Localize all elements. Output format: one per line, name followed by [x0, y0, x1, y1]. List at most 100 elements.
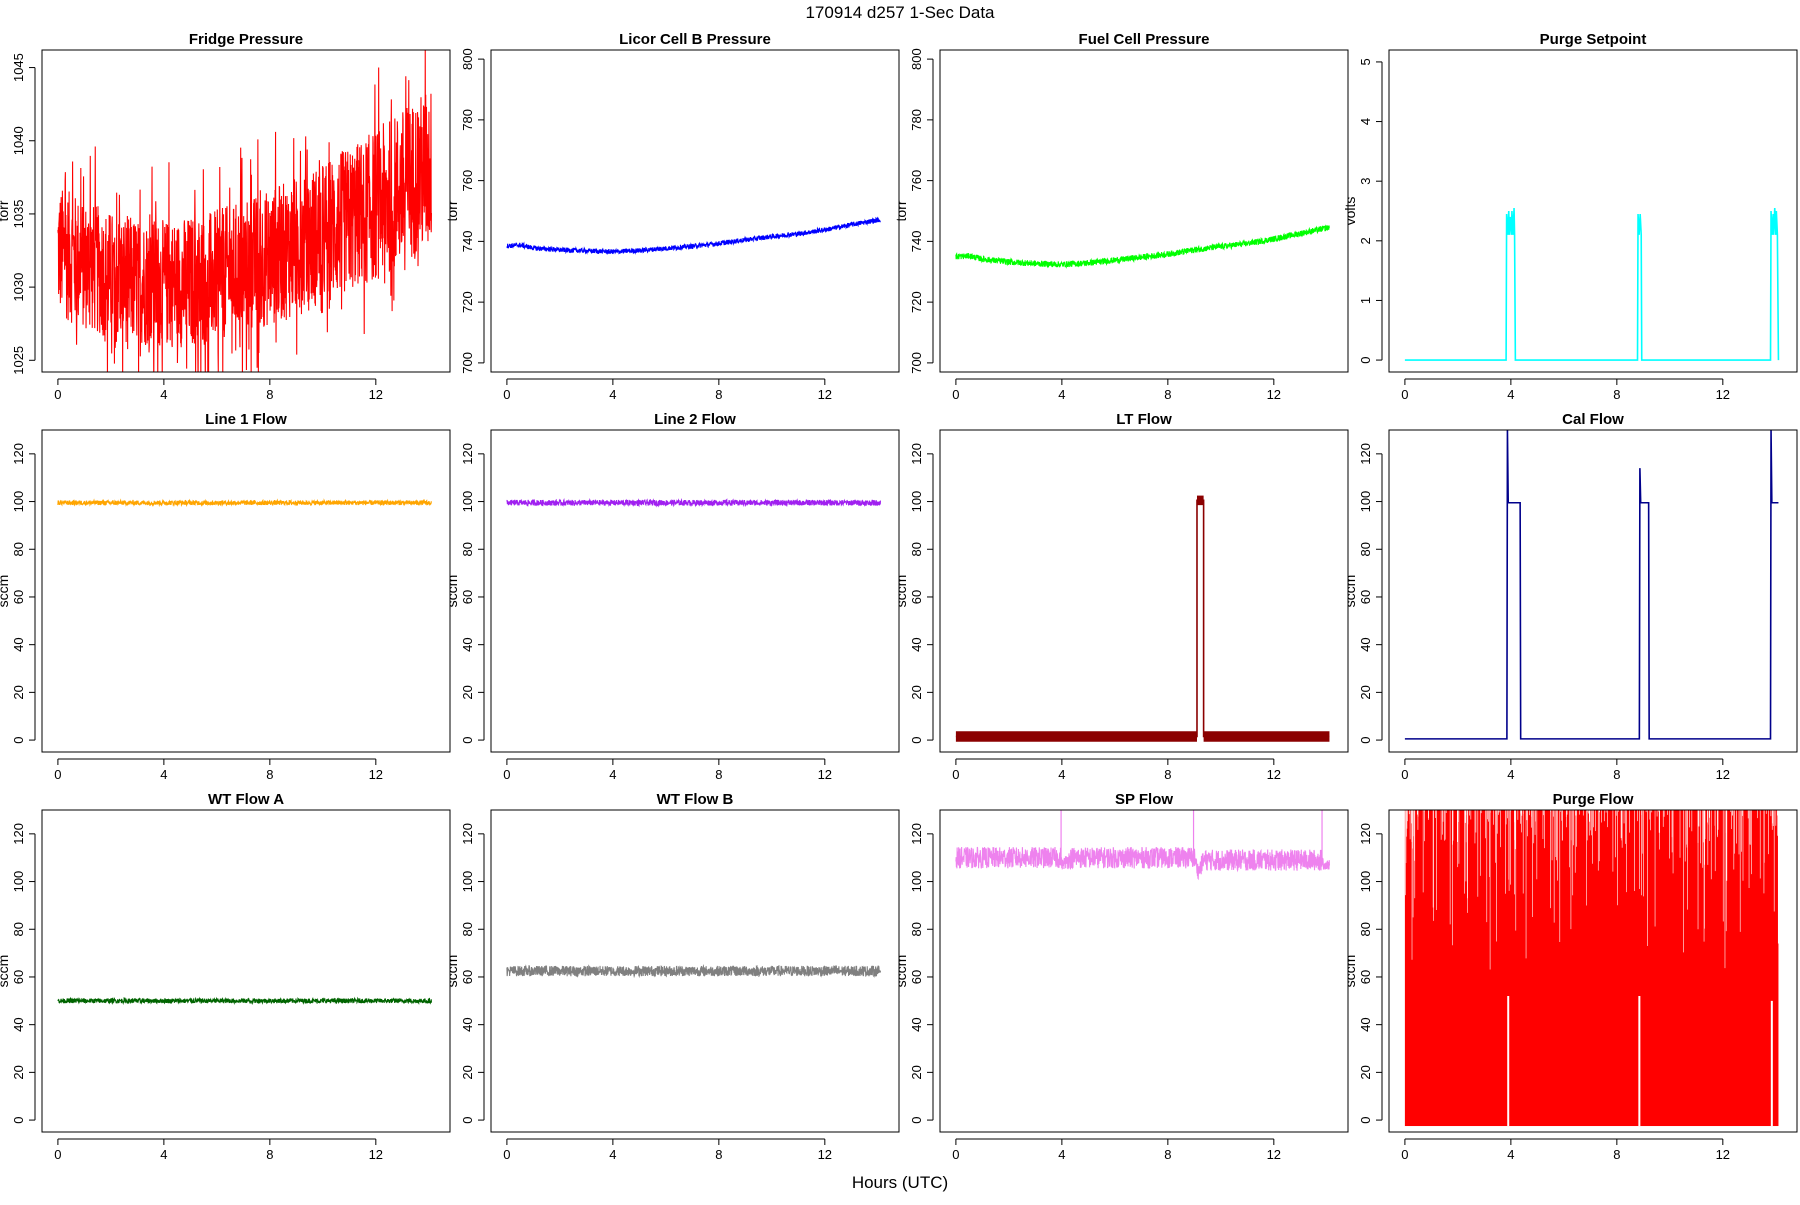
chart-8-x-axis: 0 4 8 12: [1401, 758, 1730, 782]
chart-7-y-tick-label: 120: [909, 443, 924, 465]
chart-2-series-line: [506, 216, 881, 256]
chart-2-frame: [490, 49, 900, 373]
chart-6-x-tick-label: 8: [715, 767, 722, 782]
chart-11-x-tick-label: 4: [1058, 1147, 1065, 1162]
chart-6-ylabel: sccm: [444, 575, 460, 608]
chart-7-title: LT Flow: [1116, 411, 1172, 428]
chart-1-y-axis: 1025 1030 1035 1040 1045: [11, 53, 36, 375]
chart-6-y-axis: 0 20 40 60 80 100 120: [460, 443, 485, 744]
chart-3-y-tick-label: 780: [909, 109, 924, 131]
chart-6-title: Line 2 Flow: [654, 411, 736, 428]
chart-1: Fridge Pressure torr 0 4 8 12 1025 1030 1035 1040…: [0, 31, 451, 402]
chart-11-y-tick-label: 20: [909, 1065, 924, 1079]
chart-10-y-tick-label: 100: [460, 871, 475, 893]
chart-4-series-line: [1404, 207, 1780, 361]
chart-2-y-tick-label: 800: [460, 48, 475, 70]
chart-12-y-tick-label: 40: [1358, 1017, 1373, 1031]
chart-9-y-tick-label: 0: [11, 1116, 26, 1123]
chart-5-x-axis: 0 4 8 12: [54, 758, 383, 782]
chart-9-y-tick-label: 40: [11, 1017, 26, 1031]
chart-11-y-tick-label: 60: [909, 970, 924, 984]
chart-1-y-tick-label: 1030: [11, 273, 26, 302]
chart-2-y-tick-label: 700: [460, 352, 475, 374]
chart-8-frame: [1388, 429, 1798, 753]
chart-12-y-tick-label: 20: [1358, 1065, 1373, 1079]
chart-2-x-tick-label: 4: [609, 387, 616, 402]
chart-12-y-tick-label: 0: [1358, 1116, 1373, 1123]
chart-10-plot-area: [506, 964, 881, 979]
chart-4-x-tick-label: 0: [1401, 387, 1408, 402]
chart-1-y-tick-label: 1045: [11, 53, 26, 82]
chart-1-ylabel: torr: [0, 200, 11, 221]
chart-4-frame: [1388, 49, 1798, 373]
chart-3-x-tick-label: 8: [1164, 387, 1171, 402]
chart-6-x-tick-label: 0: [503, 767, 510, 782]
chart-8-y-tick-label: 80: [1358, 542, 1373, 556]
chart-10-x-tick-label: 12: [818, 1147, 832, 1162]
chart-11-y-tick-label: 100: [909, 871, 924, 893]
chart-10-title: WT Flow B: [657, 791, 734, 808]
chart-2-y-tick-label: 760: [460, 170, 475, 192]
chart-10-ylabel: sccm: [444, 955, 460, 988]
chart-4-y-tick-label: 2: [1358, 237, 1373, 244]
chart-7-pulse-top: [1196, 495, 1204, 506]
chart-6-y-tick-label: 100: [460, 491, 475, 513]
chart-7-series-line: [955, 499, 1330, 738]
chart-7-x-tick-label: 12: [1267, 767, 1281, 782]
chart-6-y-tick-label: 80: [460, 542, 475, 556]
chart-4-y-tick-label: 0: [1358, 356, 1373, 363]
chart-5-title: Line 1 Flow: [205, 411, 287, 428]
chart-9-x-tick-label: 12: [369, 1147, 383, 1162]
chart-5-series-line: [57, 498, 432, 508]
chart-2-x-axis: 0 4 8 12: [503, 378, 832, 402]
chart-8-title: Cal Flow: [1562, 411, 1624, 428]
chart-2-title: Licor Cell B Pressure: [619, 31, 771, 48]
chart-4-ylabel: volts: [1342, 197, 1358, 226]
chart-11-y-axis: 0 20 40 60 80 100 120: [909, 823, 934, 1124]
chart-12-y-tick-label: 60: [1358, 970, 1373, 984]
chart-11-y-tick-label: 80: [909, 922, 924, 936]
chart-5-x-tick-label: 8: [266, 767, 273, 782]
chart-9-y-tick-label: 60: [11, 970, 26, 984]
figure-title: 170914 d257 1-Sec Data: [805, 3, 995, 22]
chart-10-y-tick-label: 40: [460, 1017, 475, 1031]
chart-10-frame: [490, 809, 900, 1133]
chart-6-x-tick-label: 4: [609, 767, 616, 782]
chart-1-x-axis: 0 4 8 12: [54, 378, 383, 402]
chart-2-x-tick-label: 0: [503, 387, 510, 402]
chart-11-frame: [939, 809, 1349, 1133]
chart-7-y-axis: 0 20 40 60 80 100 120: [909, 443, 934, 744]
chart-2-y-tick-label: 740: [460, 231, 475, 253]
chart-3-y-axis: 700 720 740 760 780 800: [909, 48, 934, 374]
chart-1-x-tick-label: 0: [54, 387, 61, 402]
chart-11-y-tick-label: 40: [909, 1017, 924, 1031]
chart-4-plot-area: [1404, 207, 1780, 361]
chart-6-plot-area: [506, 497, 881, 508]
chart-10-y-tick-label: 20: [460, 1065, 475, 1079]
chart-10-y-tick-label: 0: [460, 1116, 475, 1123]
chart-3-x-tick-label: 4: [1058, 387, 1065, 402]
chart-10-y-tick-label: 60: [460, 970, 475, 984]
chart-7-frame: [939, 429, 1349, 753]
chart-11-ylabel: sccm: [893, 955, 909, 988]
chart-1-plot-area: [57, 50, 432, 372]
chart-7-x-tick-label: 8: [1164, 767, 1171, 782]
chart-6-x-tick-label: 12: [818, 767, 832, 782]
chart-7-x-axis: 0 4 8 12: [952, 758, 1281, 782]
chart-12-y-tick-label: 100: [1358, 871, 1373, 893]
chart-6-y-tick-label: 120: [460, 443, 475, 465]
chart-12-frame: [1388, 809, 1798, 1133]
chart-5-y-tick-label: 40: [11, 637, 26, 651]
chart-10-y-axis: 0 20 40 60 80 100 120: [460, 823, 485, 1124]
chart-4-y-axis: 0 1 2 3 4 5: [1358, 58, 1383, 364]
chart-11-series-line: [955, 846, 1330, 881]
chart-12-x-tick-label: 4: [1507, 1147, 1514, 1162]
chart-10-y-tick-label: 80: [460, 922, 475, 936]
